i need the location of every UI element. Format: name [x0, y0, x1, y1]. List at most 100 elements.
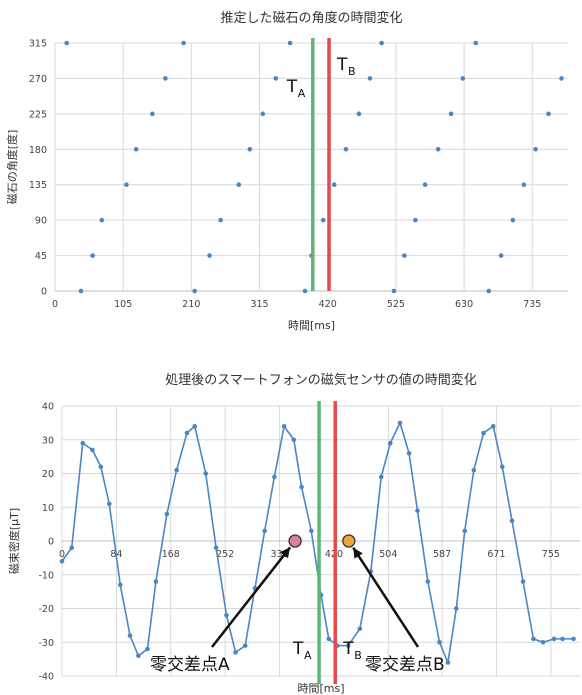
data-point — [356, 111, 362, 117]
data-point — [273, 76, 279, 81]
y-tick-label: 270 — [29, 74, 47, 85]
data-point — [435, 146, 441, 152]
data-point — [299, 484, 304, 490]
y-tick-label: -30 — [38, 638, 54, 649]
marker-label-b: T — [342, 639, 354, 659]
y-tick-label: 90 — [35, 216, 47, 227]
data-point — [571, 636, 576, 642]
data-point — [260, 111, 266, 117]
zero-crossing-arrowhead — [353, 547, 363, 559]
data-point — [387, 440, 393, 446]
x-tick-label: 525 — [387, 299, 405, 310]
data-point — [117, 582, 123, 588]
data-point — [473, 40, 479, 46]
data-point — [242, 643, 248, 648]
data-point — [291, 437, 297, 443]
data-point — [124, 182, 129, 188]
data-point — [99, 217, 105, 223]
data-point — [127, 633, 133, 638]
data-point — [90, 253, 95, 258]
zero-crossing-point — [288, 534, 302, 548]
data-point — [153, 579, 159, 584]
data-point — [262, 528, 267, 534]
data-point — [448, 111, 454, 117]
data-point — [233, 650, 238, 655]
data-point — [379, 40, 384, 46]
data-point — [437, 639, 442, 645]
data-point — [357, 626, 363, 632]
data-point — [272, 474, 277, 480]
data-point — [90, 447, 95, 453]
x-tick-label: 420 — [319, 299, 337, 310]
data-point — [78, 288, 84, 294]
x-tick-label: 252 — [216, 549, 234, 560]
data-point — [218, 217, 223, 223]
data-point — [481, 430, 486, 436]
data-point — [192, 423, 198, 429]
marker-label-a: T — [286, 77, 298, 97]
data-point — [402, 253, 407, 258]
data-point — [425, 579, 431, 584]
data-point — [308, 528, 314, 534]
data-point — [510, 217, 516, 223]
x-axis-label: 時間[ms] — [288, 319, 335, 332]
data-point — [343, 146, 349, 152]
data-point — [203, 471, 209, 476]
zero-crossing-arrowhead — [280, 547, 291, 559]
data-point — [59, 558, 65, 564]
data-point — [247, 146, 253, 152]
data-point — [236, 182, 242, 188]
y-tick-label: 315 — [29, 39, 47, 50]
y-tick-label: 45 — [35, 251, 47, 262]
y-axis-label: 磁石の角度[度] — [5, 130, 19, 205]
y-tick-label: 20 — [42, 469, 54, 480]
zero-crossing-arrow — [211, 546, 292, 648]
chart-title: 処理後のスマートフォンの磁気センサの値の時間変化 — [165, 372, 477, 388]
chart-2: 処理後のスマートフォンの磁気センサの値の時間変化 -40 -30 -20 -10 0 10 2… — [7, 372, 580, 695]
data-point — [98, 464, 104, 470]
data-point — [520, 579, 526, 584]
x-tick-label: 755 — [542, 549, 560, 560]
data-point — [397, 420, 403, 426]
data-point — [80, 440, 86, 446]
chart-1: 推定した磁石の角度の時間変化 0 45 90 135 180 225 270 315 0 105 21… — [5, 10, 568, 332]
data-point — [181, 40, 186, 46]
y-tick-label: 135 — [29, 180, 47, 191]
data-point — [500, 464, 505, 470]
data-point — [454, 606, 459, 611]
data-point — [490, 423, 496, 429]
data-point — [287, 40, 293, 46]
x-tick-label: 210 — [182, 299, 200, 310]
zero-crossing-arrow — [352, 547, 420, 648]
data-point — [521, 182, 527, 188]
data-point — [533, 146, 538, 152]
data-point — [145, 646, 150, 652]
y-tick-label: 30 — [42, 435, 54, 446]
data-point — [320, 217, 326, 223]
data-point — [174, 467, 179, 473]
data-point — [184, 430, 190, 436]
marker-label-sub: A — [304, 649, 312, 662]
data-point — [460, 76, 466, 81]
x-tick-label: 315 — [250, 299, 268, 310]
marker-label-sub: B — [354, 649, 362, 662]
x-axis-label: 時間[ms] — [297, 682, 344, 695]
x-tick-label: 671 — [487, 549, 505, 560]
x-tick-label: 336 — [270, 549, 288, 560]
data-point — [163, 76, 168, 81]
data-point — [378, 474, 384, 480]
data-point — [559, 76, 564, 81]
y-tick-label: -10 — [38, 570, 54, 581]
y-tick-label: 40 — [42, 402, 54, 413]
data-point — [391, 288, 397, 294]
x-tick-label: 168 — [162, 549, 180, 560]
zero-crossing-label: 零交差点A — [150, 655, 230, 675]
x-tick-label: 587 — [433, 549, 451, 560]
zero-crossing-point — [342, 534, 356, 548]
chart-title: 推定した磁石の角度の時間変化 — [220, 10, 402, 26]
marker-label-sub: B — [348, 65, 356, 78]
data-point — [551, 636, 557, 642]
x-tick-label: 105 — [114, 299, 132, 310]
